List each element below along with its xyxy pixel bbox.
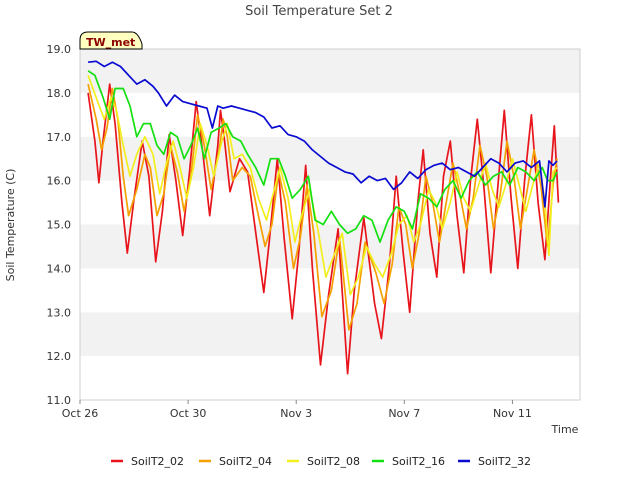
series-lines xyxy=(87,60,560,375)
legend-label: SoilT2_16 xyxy=(392,455,445,468)
legend-label: SoilT2_32 xyxy=(478,455,531,468)
x-tick-label: Nov 11 xyxy=(493,407,532,420)
series-line-soilt2-16 xyxy=(87,70,558,243)
y-tick-label: 18.0 xyxy=(47,87,72,100)
y-tick-label: 13.0 xyxy=(47,306,72,319)
grid-band xyxy=(80,356,580,400)
grid-band xyxy=(80,136,580,181)
grid-band xyxy=(80,224,580,269)
y-tick-label: 14.0 xyxy=(47,262,72,275)
x-axis-ticks: Oct 26 Oct 30 Nov 3 Nov 7 Nov 11 xyxy=(62,400,532,420)
y-tick-label: 15.0 xyxy=(47,219,72,232)
x-tick-label: Oct 30 xyxy=(170,407,207,420)
y-tick-label: 17.0 xyxy=(47,131,72,144)
legend-label: SoilT2_08 xyxy=(307,455,360,468)
y-tick-label: 19.0 xyxy=(47,43,72,56)
legend: SoilT2_02 SoilT2_04 SoilT2_08 SoilT2_16 Soil… xyxy=(111,455,531,468)
series-line-soilt2-02 xyxy=(87,83,560,375)
grid-band xyxy=(80,312,580,357)
y-tick-label: 16.0 xyxy=(47,175,72,188)
plot-background-bands xyxy=(80,49,580,400)
badge-label: TW_met xyxy=(86,36,135,49)
plot-frame xyxy=(79,48,581,401)
y-axis-label: Soil Temperature (C) xyxy=(4,169,17,282)
x-tick-label: Nov 3 xyxy=(280,407,312,420)
y-tick-label: 11.0 xyxy=(47,394,72,407)
grid-band xyxy=(80,49,580,93)
x-axis-label: Time xyxy=(551,423,579,436)
station-badge: TW_met xyxy=(79,31,143,50)
series-line-soilt2-08 xyxy=(87,75,558,296)
x-tick-label: Oct 26 xyxy=(62,407,99,420)
chart-title: Soil Temperature Set 2 xyxy=(245,4,393,19)
legend-label: SoilT2_04 xyxy=(219,455,272,468)
x-tick-label: Nov 7 xyxy=(388,407,420,420)
y-tick-label: 12.0 xyxy=(47,350,72,363)
y-axis-ticks: 11.0 12.0 13.0 14.0 15.0 16.0 17.0 18.0 19.0 xyxy=(47,43,72,407)
series-line-soilt2-32 xyxy=(88,60,558,208)
legend-label: SoilT2_02 xyxy=(131,455,184,468)
badge-box xyxy=(79,31,143,50)
